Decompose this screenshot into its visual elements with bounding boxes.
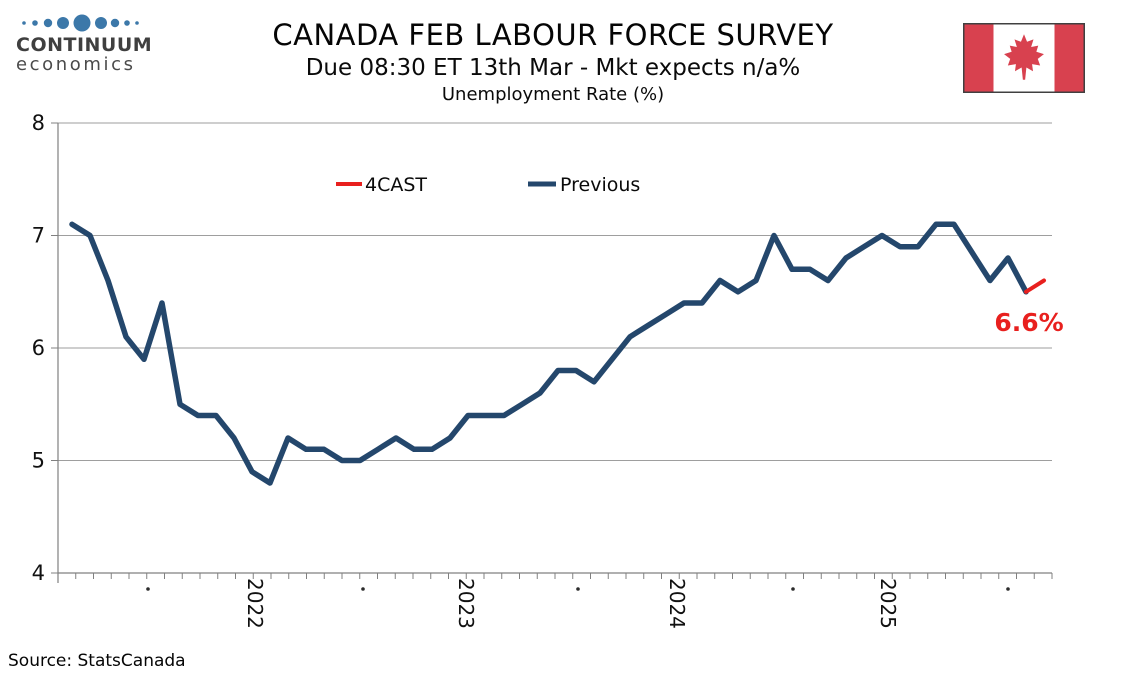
logo-dots-icon: [22, 14, 139, 32]
forecast-value-annotation: 6.6%: [994, 308, 1063, 337]
year-boundary-dot: [361, 587, 365, 591]
y-tick-label: 8: [32, 111, 45, 135]
x-tick-2022: 2022: [243, 578, 267, 629]
continuum-logo: CONTINUUM economics: [16, 10, 186, 75]
chart-legend: 4CAST Previous: [336, 174, 640, 196]
logo-dot: [95, 17, 107, 29]
y-tick-label: 4: [32, 561, 45, 585]
forecast-line-series: [1024, 278, 1046, 294]
x-tick-2023: 2023: [454, 578, 478, 629]
logo-dot: [57, 17, 69, 29]
logo-dot: [22, 21, 26, 25]
year-boundary-dot: [1006, 587, 1010, 591]
page-title: CANADA FEB LABOUR FORCE SURVEY: [272, 18, 834, 52]
year-boundary-dot: [576, 587, 580, 591]
logo-brand-subname: economics: [16, 53, 136, 75]
x-axis-labels: 2022 2023 2024 2025: [243, 578, 900, 629]
y-tick-label: 5: [32, 449, 45, 473]
logo-dot: [73, 14, 91, 32]
x-tick-2024: 2024: [665, 578, 689, 629]
y-tick-label: 7: [32, 224, 45, 248]
maple-leaf-icon: [1004, 34, 1044, 80]
canada-flag-icon: [963, 23, 1085, 93]
y-tick-label: 6: [32, 336, 45, 360]
logo-dot: [43, 18, 53, 28]
chart-heading: Unemployment Rate (%): [441, 84, 665, 105]
year-boundary-dot: [146, 587, 150, 591]
logo-dot: [110, 18, 120, 28]
release-subtitle: Due 08:30 ET 13th Mar - Mkt expects n/a%: [305, 55, 801, 81]
unemployment-rate-chart: 8 7 6 5 4 4CAST Previous 2022 2023 2024 2025…: [32, 111, 1064, 629]
x-tick-2025: 2025: [876, 578, 900, 629]
gridlines: [58, 122, 1052, 574]
line-series-group: [69, 221, 1046, 486]
axes: 8 7 6 5 4: [32, 111, 1053, 591]
logo-dot: [32, 20, 38, 26]
year-boundary-dot: [791, 587, 795, 591]
source-note: Source: StatsCanada: [8, 651, 186, 671]
logo-dot: [124, 20, 130, 26]
legend-previous-label: Previous: [560, 174, 640, 196]
title-block: CANADA FEB LABOUR FORCE SURVEY Due 08:30…: [0, 18, 1120, 105]
previous-line-series: [69, 221, 1029, 486]
logo-dot: [135, 21, 139, 25]
logo-brand-name: CONTINUUM: [16, 34, 153, 56]
legend-4cast-label: 4CAST: [365, 174, 427, 196]
